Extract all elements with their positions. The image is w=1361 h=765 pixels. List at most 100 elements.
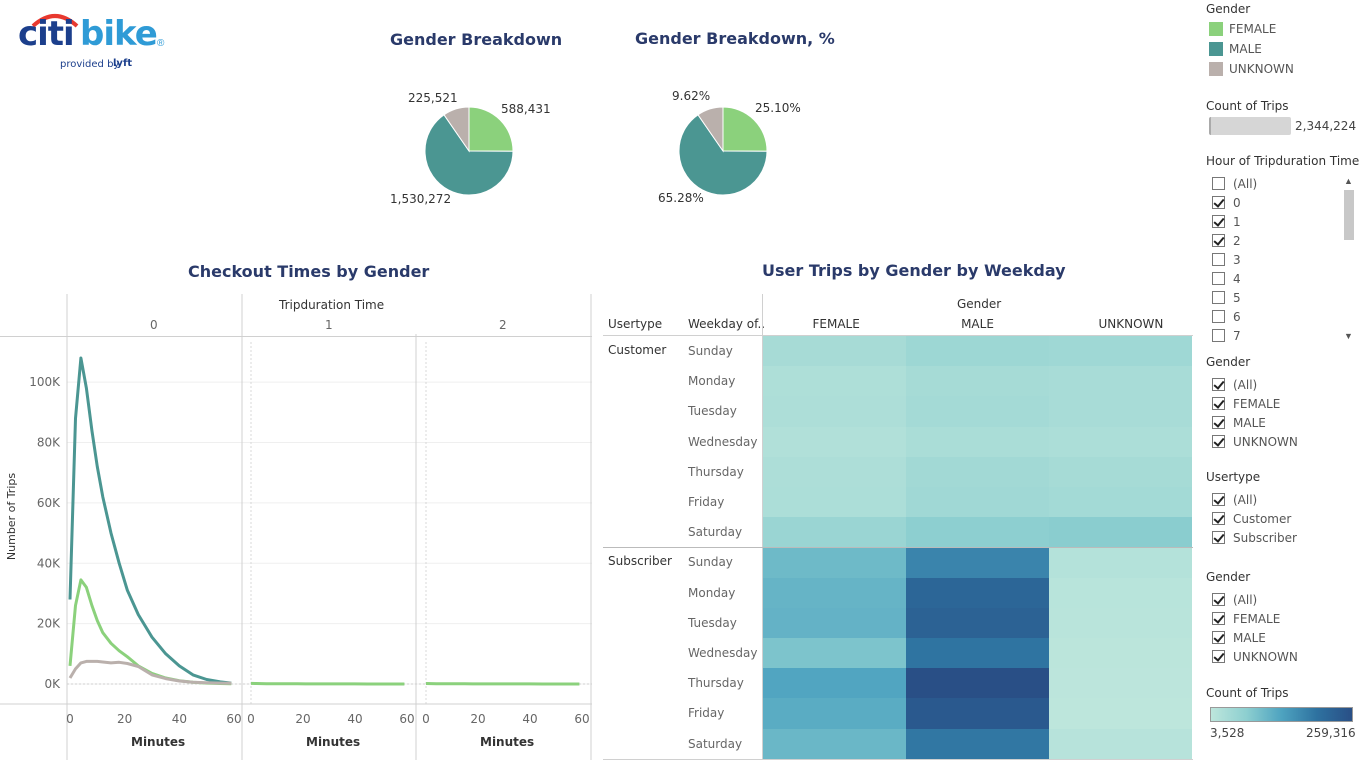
hour-filter-option[interactable]: 6 (1212, 307, 1241, 326)
hour-filter-option[interactable]: 5 (1212, 288, 1241, 307)
heatmap-cell[interactable] (763, 426, 906, 458)
gender-legend-item-female[interactable]: FEMALE (1209, 22, 1276, 36)
heatmap-cell[interactable] (906, 456, 1049, 488)
gender-legend-item-male[interactable]: MALE (1209, 42, 1262, 56)
gender-filter-option[interactable]: (All) (1212, 375, 1257, 394)
pie-slice-male[interactable] (424, 114, 514, 196)
series-line-female-panel-1[interactable] (250, 681, 405, 686)
heatmap-cell[interactable] (906, 638, 1049, 669)
pie-slice-male[interactable] (678, 114, 768, 196)
heatmap-cell[interactable] (763, 487, 906, 518)
heatmap-cell[interactable] (763, 698, 906, 730)
usertype-filter-option[interactable]: Subscriber (1212, 528, 1297, 547)
gender-legend-item-unknown[interactable]: UNKNOWN (1209, 62, 1294, 76)
checkbox-checked-icon[interactable] (1212, 378, 1225, 391)
heatmap-cell[interactable] (763, 547, 906, 579)
series-line-female-panel-2[interactable] (425, 682, 580, 686)
heatmap-cell[interactable] (763, 668, 906, 699)
usertype-filter-option[interactable]: (All) (1212, 490, 1257, 509)
gender-filter2-option[interactable]: MALE (1212, 628, 1266, 647)
heatmap-cell[interactable] (906, 366, 1049, 397)
heatmap-cell[interactable] (906, 396, 1049, 428)
heatmap-cell[interactable] (906, 336, 1049, 367)
heatmap-cell[interactable] (763, 638, 906, 669)
checkbox-checked-icon[interactable] (1212, 493, 1225, 506)
gender-filter2-option[interactable]: UNKNOWN (1212, 647, 1298, 666)
scroll-down-icon[interactable]: ▼ (1344, 331, 1353, 341)
heatmap-cell[interactable] (1049, 728, 1192, 760)
usertype-filter-option[interactable]: Customer (1212, 509, 1291, 528)
checkbox-unchecked-icon[interactable] (1212, 310, 1225, 323)
pie-slice-female[interactable] (722, 106, 768, 152)
checkbox-checked-icon[interactable] (1212, 593, 1225, 606)
checkbox-unchecked-icon[interactable] (1212, 272, 1225, 285)
heatmap-cell[interactable] (1049, 577, 1192, 609)
heatmap-cell[interactable] (1049, 426, 1192, 458)
heatmap-cell[interactable] (763, 336, 906, 367)
heatmap-cell[interactable] (906, 577, 1049, 609)
heatmap-cell[interactable] (763, 456, 906, 488)
heatmap-cell[interactable] (1049, 366, 1192, 397)
heatmap-cell[interactable] (1049, 336, 1192, 367)
scroll-thumb[interactable] (1344, 190, 1354, 240)
gender-filter-option[interactable]: UNKNOWN (1212, 432, 1298, 451)
series-line-unknown-panel-0[interactable] (68, 659, 232, 685)
heatmap-cell[interactable] (763, 517, 906, 548)
series-line-male-panel-0[interactable] (68, 356, 232, 685)
heatmap-cell[interactable] (906, 668, 1049, 699)
heatmap-cell[interactable] (763, 366, 906, 397)
hour-filter-option[interactable]: 4 (1212, 269, 1241, 288)
checkbox-checked-icon[interactable] (1212, 397, 1225, 410)
hour-filter-option[interactable]: 0 (1212, 193, 1241, 212)
gender-filter2-option[interactable]: FEMALE (1212, 609, 1280, 628)
heatmap-cell[interactable] (763, 607, 906, 639)
gender-filter-option[interactable]: MALE (1212, 413, 1266, 432)
heatmap-cell[interactable] (1049, 547, 1192, 579)
pie-slice-female[interactable] (468, 106, 514, 152)
hour-filter-option[interactable]: 7 (1212, 326, 1241, 345)
checkbox-checked-icon[interactable] (1212, 612, 1225, 625)
hour-filter-scrollbar[interactable]: ▲ ▼ (1341, 174, 1357, 346)
checkbox-checked-icon[interactable] (1212, 416, 1225, 429)
scroll-up-icon[interactable]: ▲ (1344, 176, 1353, 186)
heatmap-cell[interactable] (1049, 396, 1192, 428)
checkbox-unchecked-icon[interactable] (1212, 253, 1225, 266)
heatmap-cell[interactable] (763, 728, 906, 760)
gender-filter-option[interactable]: FEMALE (1212, 394, 1280, 413)
checkbox-unchecked-icon[interactable] (1212, 291, 1225, 304)
hour-filter-option[interactable]: 3 (1212, 250, 1241, 269)
hour-filter-option[interactable]: 2 (1212, 231, 1241, 250)
heatmap-cell[interactable] (1049, 487, 1192, 518)
heatmap-cell[interactable] (1049, 517, 1192, 548)
checkbox-checked-icon[interactable] (1212, 435, 1225, 448)
heatmap-cell[interactable] (763, 396, 906, 428)
checkbox-checked-icon[interactable] (1212, 631, 1225, 644)
checkbox-checked-icon[interactable] (1212, 650, 1225, 663)
checkbox-unchecked-icon[interactable] (1212, 329, 1225, 342)
checkbox-checked-icon[interactable] (1212, 196, 1225, 209)
heatmap-cell[interactable] (1049, 607, 1192, 639)
checkbox-unchecked-icon[interactable] (1212, 177, 1225, 190)
heatmap-cell[interactable] (906, 487, 1049, 518)
checkbox-checked-icon[interactable] (1212, 215, 1225, 228)
checkbox-checked-icon[interactable] (1212, 531, 1225, 544)
heatmap-cell[interactable] (906, 728, 1049, 760)
heatmap-cell[interactable] (1049, 456, 1192, 488)
heatmap-cell[interactable] (906, 607, 1049, 639)
heatmap-cell[interactable] (906, 426, 1049, 458)
hour-filter-option[interactable]: (All) (1212, 174, 1257, 193)
pie-counts-chart[interactable] (424, 106, 514, 196)
gender-filter2-option[interactable]: (All) (1212, 590, 1257, 609)
heatmap-cell[interactable] (906, 547, 1049, 579)
heatmap-cell[interactable] (906, 698, 1049, 730)
heatmap-cell[interactable] (1049, 638, 1192, 669)
heatmap-cell[interactable] (763, 577, 906, 609)
hour-filter-option[interactable]: 1 (1212, 212, 1241, 231)
heatmap-cell[interactable] (1049, 698, 1192, 730)
series-line-female-panel-0[interactable] (68, 578, 232, 686)
checkbox-checked-icon[interactable] (1212, 234, 1225, 247)
pie-slice-unknown[interactable] (697, 106, 724, 153)
checkbox-checked-icon[interactable] (1212, 512, 1225, 525)
pie-percent-chart[interactable] (678, 106, 768, 196)
